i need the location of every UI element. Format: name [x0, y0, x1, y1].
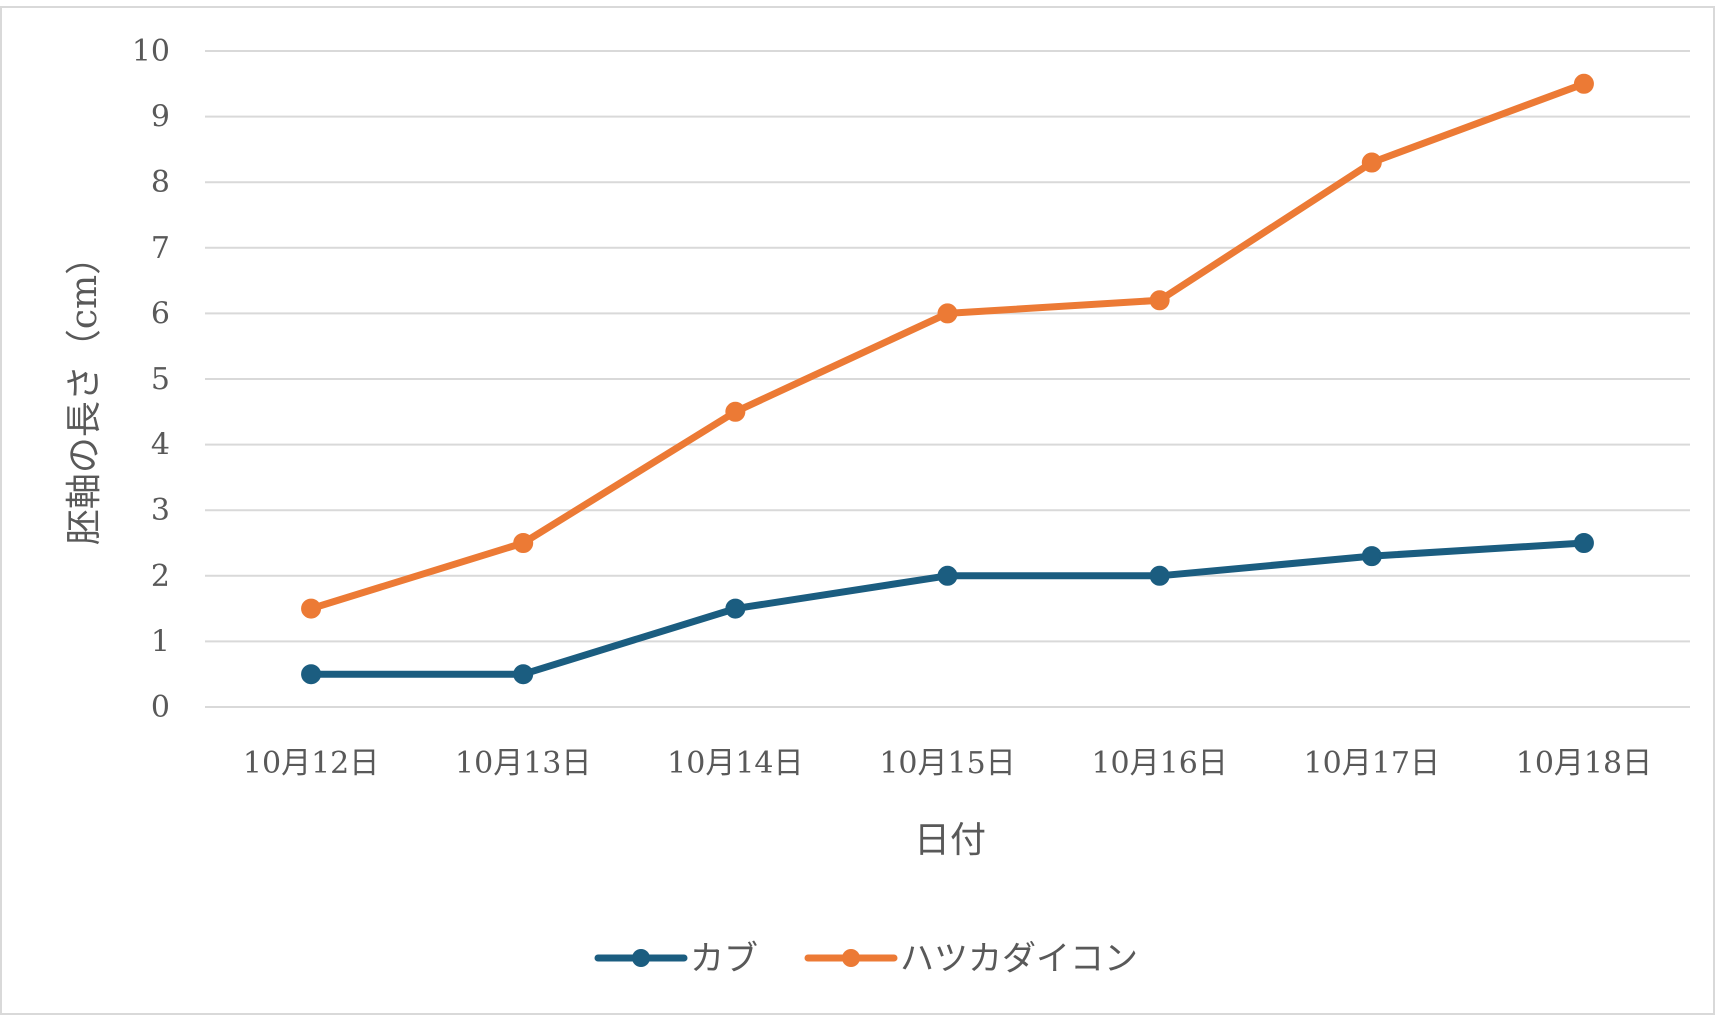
y-axis-title: 胚軸の長さ（cm） — [64, 239, 105, 545]
y-tick-label-4: 4 — [151, 428, 170, 463]
data-point-1-2 — [725, 401, 746, 422]
y-tick-label-10: 10 — [132, 34, 170, 69]
y-tick-label-0: 0 — [151, 690, 170, 725]
y-tick-label-9: 9 — [151, 100, 170, 135]
y-tick-label-3: 3 — [151, 493, 170, 528]
x-tick-label-3: 10月15日 — [879, 746, 1015, 781]
data-point-1-6 — [1573, 73, 1594, 94]
x-tick-label-2: 10月14日 — [667, 746, 803, 781]
data-point-0-6 — [1573, 533, 1594, 553]
legend: カブ ハツカダイコン — [594, 939, 1138, 979]
legend-marker-0 — [632, 949, 650, 967]
x-tick-label-0: 10月12日 — [243, 746, 379, 781]
x-tick-label-1: 10月13日 — [455, 746, 591, 781]
series-line-0 — [307, 539, 1588, 678]
y-tick-label-8: 8 — [151, 165, 170, 200]
gridlines — [205, 50, 1690, 708]
series-line-1 — [307, 80, 1588, 613]
y-tick-label-2: 2 — [151, 559, 170, 594]
data-point-0-2 — [725, 598, 746, 619]
y-tick-label-5: 5 — [151, 362, 170, 397]
data-point-1-3 — [937, 303, 958, 324]
data-point-1-0 — [301, 598, 322, 619]
x-tick-label-4: 10月16日 — [1091, 746, 1227, 781]
x-tick-label-6: 10月18日 — [1516, 746, 1652, 781]
data-point-0-5 — [1361, 546, 1382, 567]
legend-label-0: カブ — [690, 939, 758, 979]
x-axis-title: 日付 — [914, 820, 986, 861]
legend-label-1: ハツカダイコン — [900, 939, 1138, 979]
y-axis-ticks: 0 1 2 3 4 5 6 7 8 9 10 — [132, 34, 170, 725]
x-axis-ticks: 10月12日 10月13日 10月14日 10月15日 10月16日 10月17日 10月1… — [243, 746, 1652, 781]
data-point-0-4 — [1149, 565, 1170, 586]
data-point-0-3 — [937, 565, 958, 586]
y-tick-label-6: 6 — [151, 296, 170, 331]
data-point-1-1 — [513, 533, 534, 553]
data-point-1-5 — [1361, 152, 1382, 173]
x-tick-label-5: 10月17日 — [1304, 746, 1440, 781]
y-tick-label-1: 1 — [151, 624, 170, 659]
data-point-0-1 — [513, 664, 534, 685]
legend-marker-1 — [842, 949, 860, 967]
data-point-1-4 — [1149, 290, 1170, 311]
data-point-0-0 — [301, 664, 322, 685]
y-tick-label-7: 7 — [151, 231, 170, 266]
series-layer — [301, 73, 1594, 685]
